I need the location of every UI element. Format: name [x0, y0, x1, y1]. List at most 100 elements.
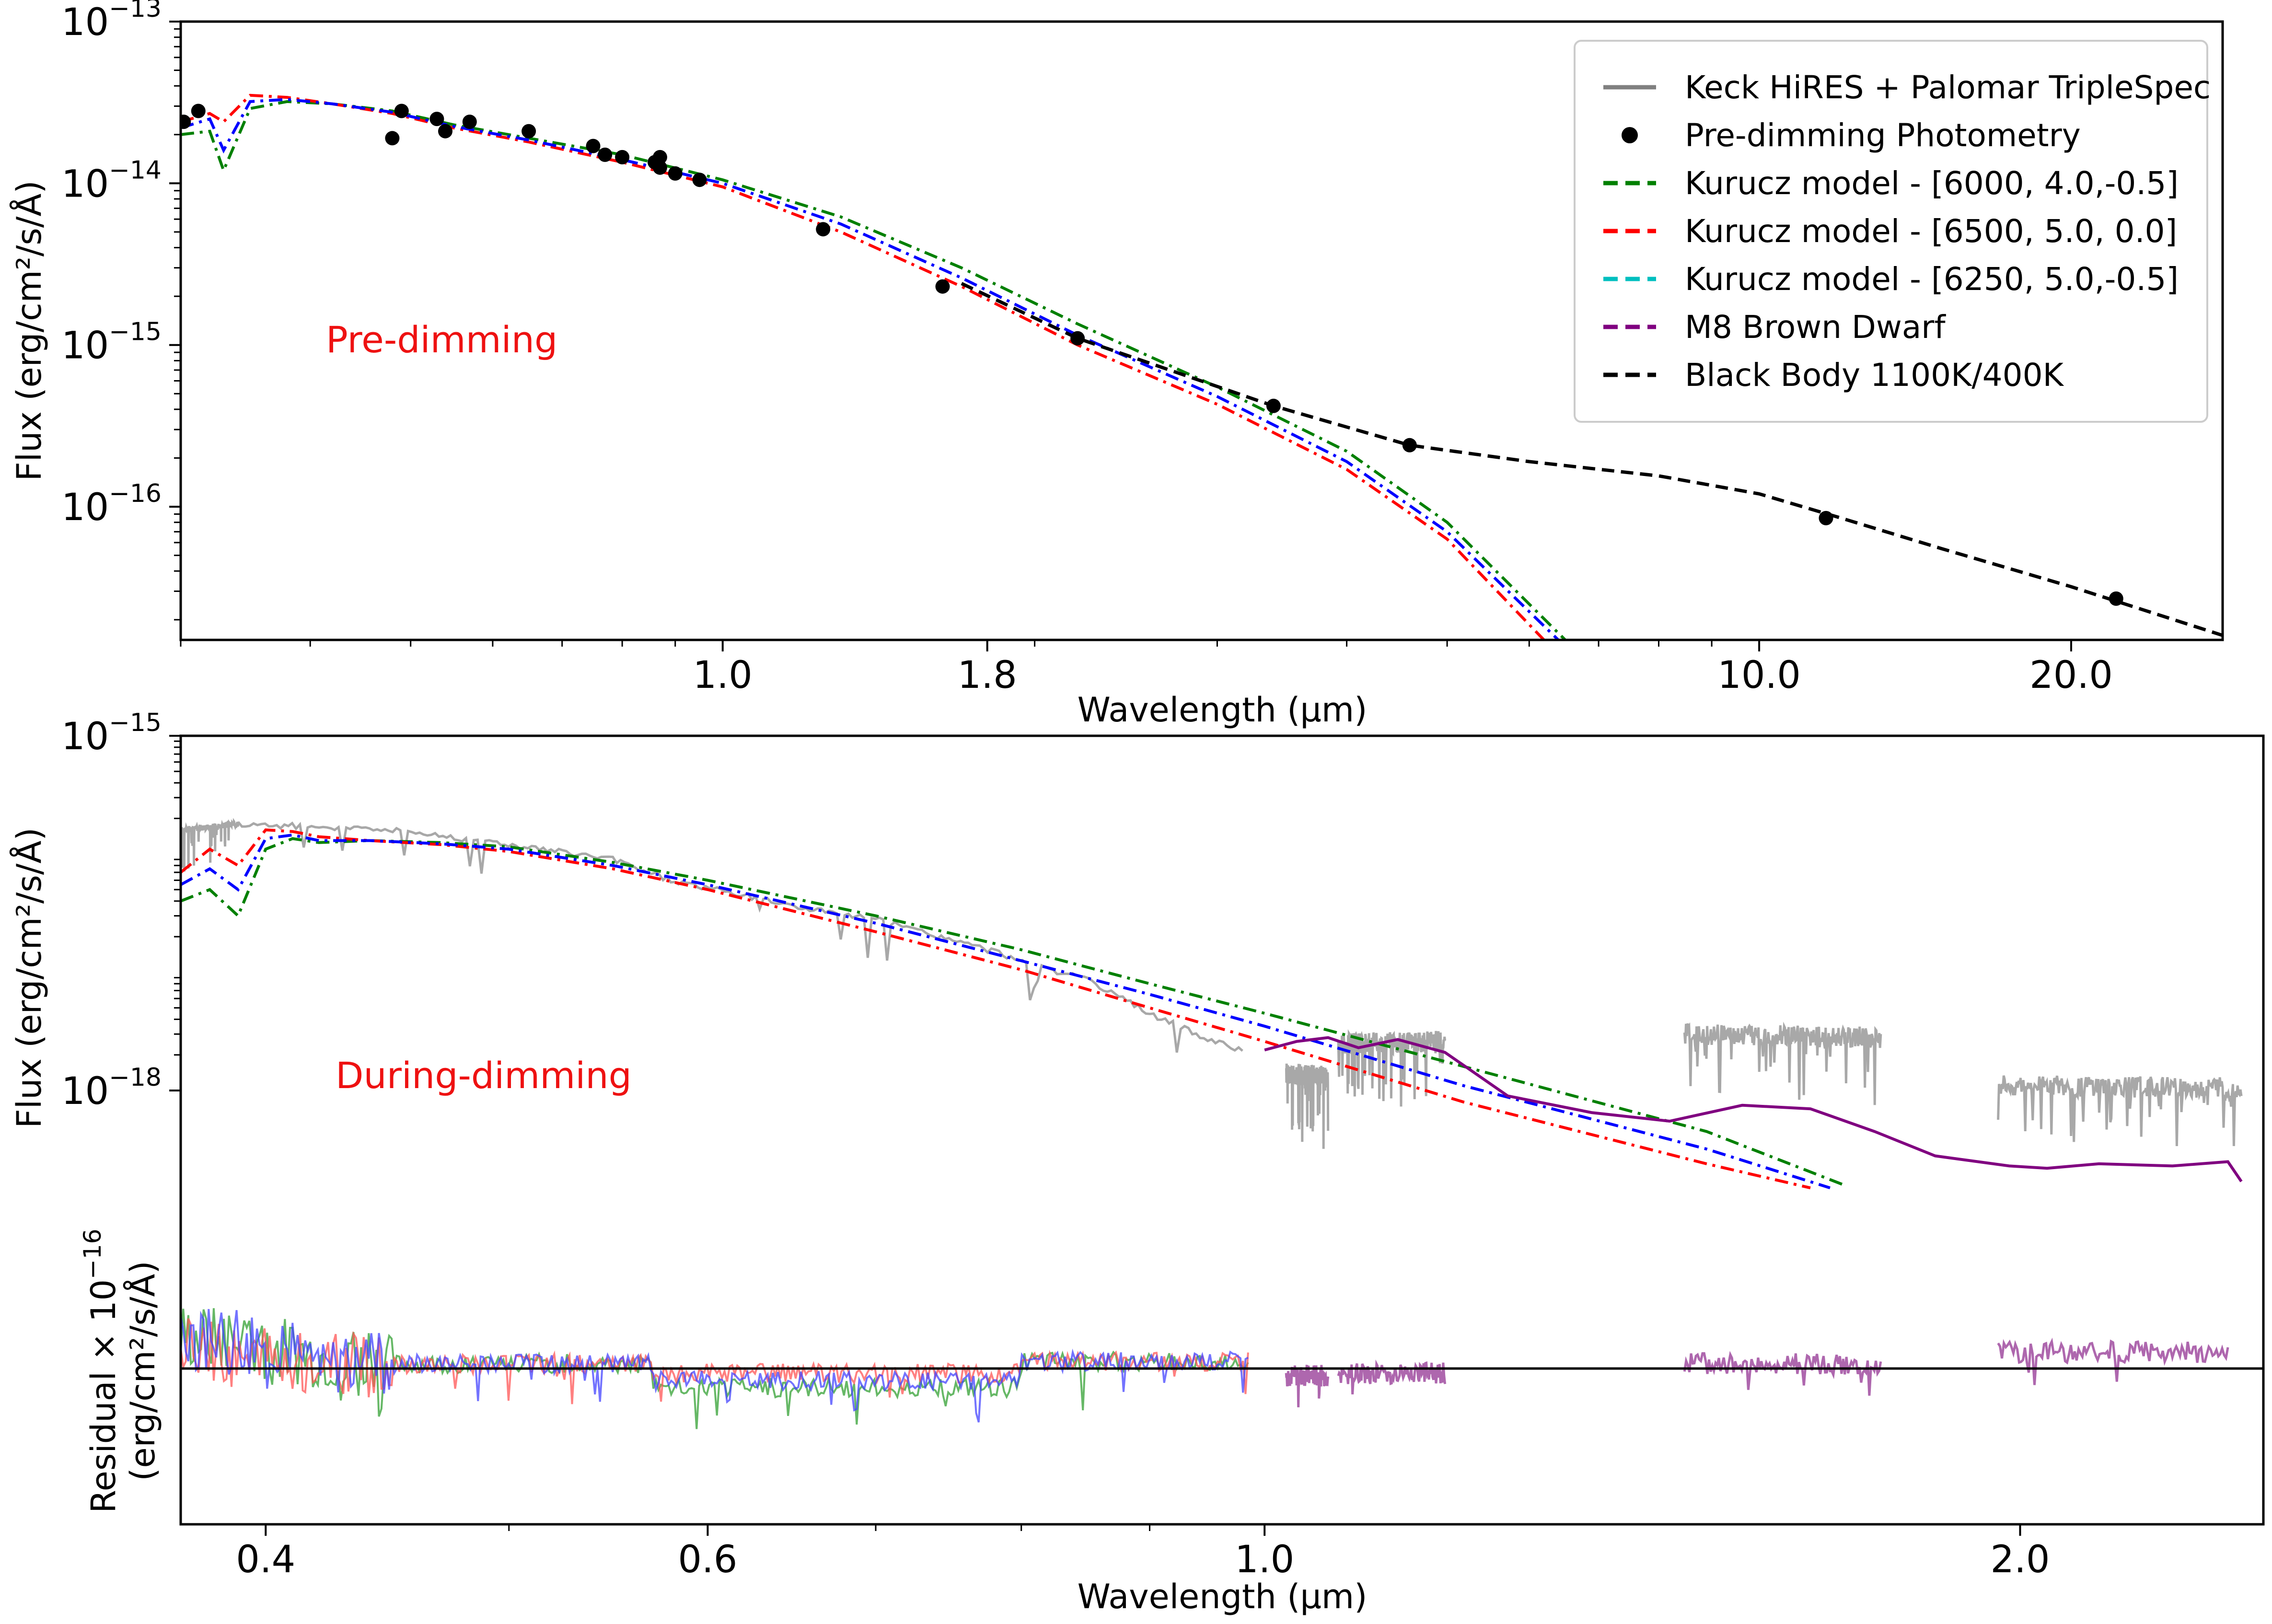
legend-swatch-photometry [1622, 127, 1638, 143]
photometry-point-7 [462, 115, 477, 129]
photometry-point-16 [692, 173, 707, 187]
bottom-plot-area [181, 818, 2243, 1190]
legend-label-spectrum: Keck HiRES + Palomar TripleSpec [1685, 69, 2211, 106]
tick-base: 10 [61, 715, 109, 758]
top-y-tick-label: 10−14 [61, 156, 162, 206]
legend-label-kurucz-6000: Kurucz model - [6000, 4.0,-0.5] [1685, 165, 2179, 202]
residual-label-main: Residual × 10 [84, 1279, 123, 1513]
bottom-series-line-3 [181, 833, 1831, 1190]
top-y-tick-label: 10−16 [61, 479, 162, 529]
photometry-point-13 [652, 150, 667, 164]
tick-base: 10 [61, 486, 109, 529]
top-x-tick-label: 20.0 [2029, 654, 2113, 697]
photometry-point-17 [816, 222, 831, 237]
bottom-series-line-1 [181, 837, 1843, 1186]
bottom-axes-frame [179, 734, 2265, 1526]
photometry-point-6 [438, 124, 452, 139]
tick-base: 10 [61, 162, 109, 206]
photometry-point-2 [191, 104, 206, 118]
photometry-point-4 [394, 104, 409, 118]
top-plot-area [181, 93, 2223, 640]
photometry-point-15 [668, 166, 683, 181]
tick-exponent: −15 [109, 708, 162, 737]
during-dimming-annotation: During-dimming [336, 1054, 632, 1097]
residual-brown-dwarf-3 [1683, 1351, 1882, 1396]
tick-exponent: −13 [109, 0, 162, 23]
top-x-tick-label: 10.0 [1717, 654, 1801, 697]
bottom-x-tick-label: 0.6 [678, 1538, 737, 1581]
tick-base: 10 [61, 1, 109, 44]
photometry-point-11 [615, 150, 630, 164]
tick-base: 10 [61, 325, 109, 368]
photometry-point-9 [586, 139, 601, 153]
top-series-line-2 [181, 93, 1545, 640]
top-y-tick-label: 10−15 [61, 318, 162, 368]
top-x-axis-label: Wavelength (µm) [1078, 690, 1368, 730]
black-body-line [961, 282, 2223, 637]
residual-brown-dwarf-2 [1337, 1359, 1447, 1395]
legend-label-brown-dwarf: M8 Brown Dwarf [1685, 309, 1946, 346]
spectrum-segment-4 [1337, 1029, 1447, 1107]
legend-label-photometry: Pre-dimming Photometry [1685, 117, 2081, 154]
photometry-point-20 [1266, 398, 1281, 413]
photometry-point-8 [522, 124, 536, 139]
legend-label-kurucz-6500: Kurucz model - [6500, 5.0, 0.0] [1685, 213, 2177, 250]
residual-label-exponent: −16 [79, 1229, 106, 1279]
spectrum-segment-1 [181, 818, 240, 872]
photometry-point-21 [1402, 438, 1417, 452]
top-x-tick-label: 1.8 [958, 654, 1017, 697]
spectrum-segment-3 [1285, 1063, 1330, 1149]
photometry-point-10 [598, 147, 613, 162]
bottom-clipped-group [181, 818, 2243, 1190]
tick-base: 10 [61, 1070, 109, 1113]
tick-exponent: −14 [109, 156, 162, 185]
bottom-x-tick-label: 2.0 [1990, 1538, 2050, 1581]
tick-exponent: −18 [109, 1063, 162, 1092]
residual-y-axis-label: Residual × 10−16 (erg/cm²/s/Å) [79, 1229, 162, 1513]
tick-exponent: −16 [109, 479, 162, 508]
residual-trace-3 [180, 1309, 1249, 1423]
top-y-tick-label: 10−13 [61, 0, 162, 44]
photometry-point-14 [652, 160, 667, 175]
top-clipped-group [181, 93, 2223, 640]
tick-exponent: −15 [109, 318, 162, 347]
bottom-y-axis-label: Flux (erg/cm²/s/Å) [10, 827, 49, 1128]
top-series-line-1 [181, 100, 1566, 640]
legend: Keck HiRES + Palomar TripleSpec Pre-dimm… [1574, 40, 2211, 423]
bottom-x-tick-label: 1.0 [1235, 1538, 1294, 1581]
spectrum-segment-6 [1997, 1075, 2243, 1147]
photometry-point-19 [1070, 331, 1085, 346]
bottom-series-line-4 [1264, 1036, 2243, 1183]
legend-box [1574, 40, 2208, 423]
top-axes-frame [179, 20, 2224, 641]
photometry-point-5 [429, 112, 444, 127]
residual-label-units: (erg/cm²/s/Å) [123, 1261, 162, 1481]
photometry-point-22 [1819, 510, 1833, 525]
residual-plot-area [180, 1308, 2229, 1429]
pre-dimming-annotation: Pre-dimming [326, 318, 557, 361]
top-x-ticks: 1.0 1.8 10.0 20.0 [180, 640, 2113, 697]
bottom-y-tick-label: 10−18 [61, 1063, 162, 1113]
bottom-x-axis-label: Wavelength (µm) [1078, 1577, 1368, 1616]
residual-brown-dwarf-4 [1997, 1337, 2229, 1385]
legend-label-kurucz-6250: Kurucz model - [6250, 5.0,-0.5] [1685, 261, 2179, 298]
bottom-y-tick-label: 10−15 [61, 708, 162, 758]
top-series-line-3 [181, 98, 1560, 640]
photometry-point-1 [181, 115, 191, 129]
top-y-axis-label: Flux (erg/cm²/s/Å) [10, 180, 49, 481]
residual-brown-dwarf-1 [1285, 1364, 1330, 1407]
photometry-point-3 [385, 131, 400, 146]
bottom-x-ticks: 0.4 0.6 1.0 2.0 [236, 1524, 2050, 1581]
legend-label-black-body: Black Body 1100K/400K [1685, 357, 2064, 394]
bottom-series-line-2 [181, 828, 1811, 1190]
bottom-x-tick-label: 0.4 [236, 1538, 295, 1581]
spectrum-segment-2 [237, 821, 1243, 1053]
photometry-point-23 [2109, 591, 2123, 606]
photometry-point-18 [935, 279, 950, 294]
spectrum-segment-5 [1683, 1021, 1882, 1105]
